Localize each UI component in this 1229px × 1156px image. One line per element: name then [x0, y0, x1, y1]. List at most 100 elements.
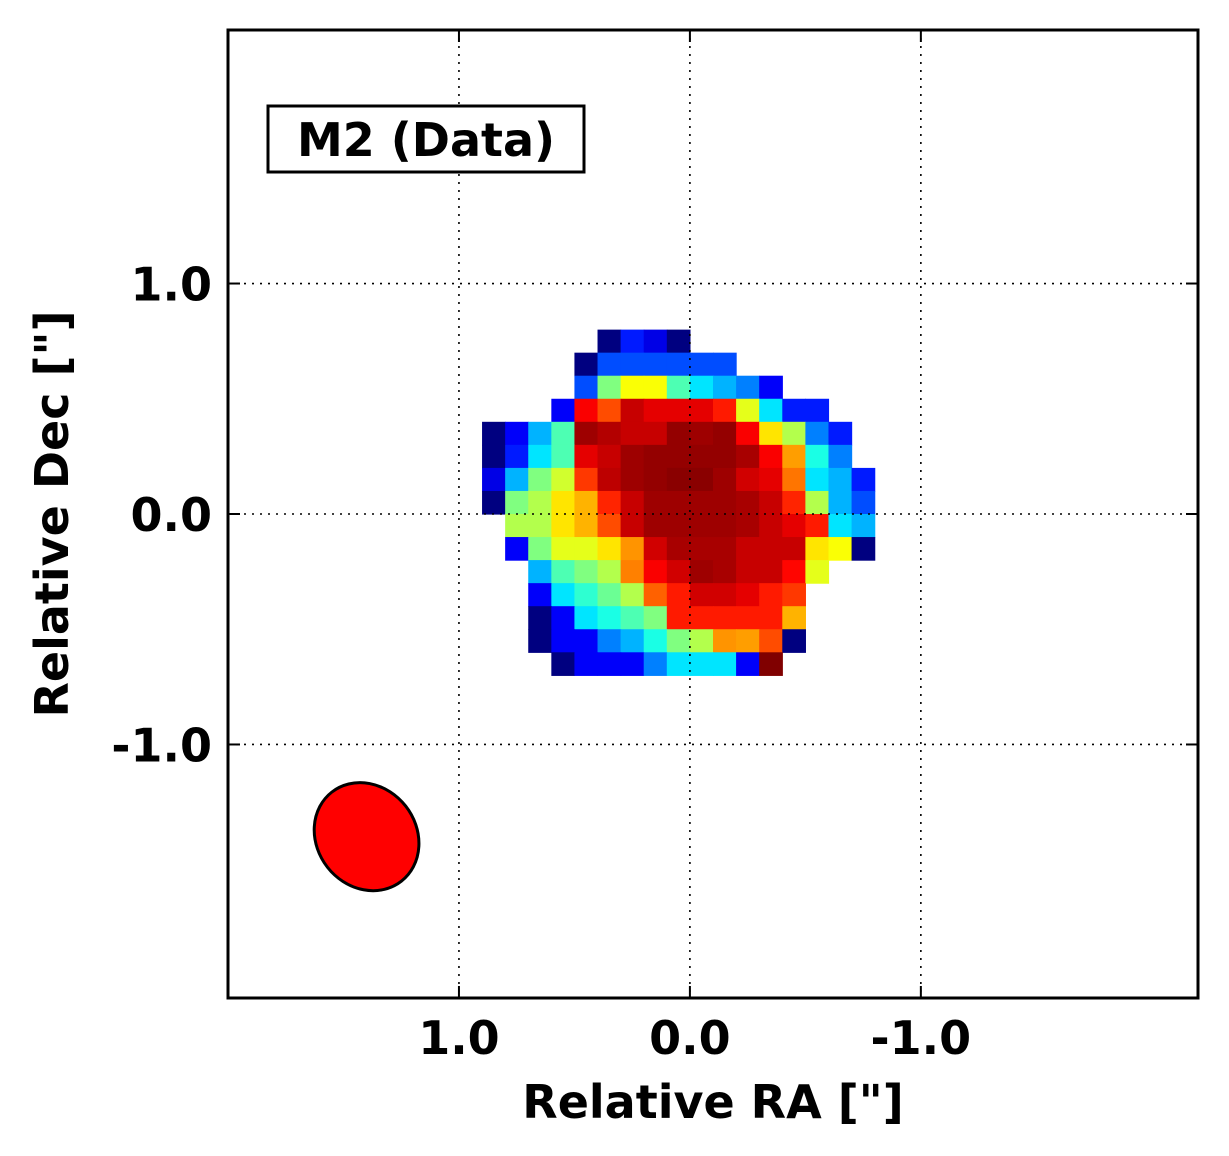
heatmap-cell	[759, 490, 783, 515]
heatmap-cell	[597, 583, 622, 607]
heatmap-cell	[505, 444, 529, 469]
plot-frame	[226, 28, 1200, 1000]
heatmap-cell	[643, 560, 668, 584]
heatmap-cell	[782, 537, 806, 561]
heatmap-cell	[574, 352, 599, 377]
heatmap-cell	[597, 537, 622, 561]
heatmap-cell	[805, 514, 830, 538]
heatmap-cell	[689, 514, 714, 538]
heatmap-cell	[666, 514, 691, 538]
heatmap-cell	[689, 537, 714, 561]
heatmap-cell	[482, 490, 506, 515]
heatmap-cell	[759, 629, 783, 653]
heatmap-cell	[643, 352, 668, 377]
heatmap-cell	[736, 444, 760, 469]
heatmap-cell	[782, 490, 806, 515]
x-tick-label: -1.0	[871, 1011, 972, 1065]
heatmap-cell	[551, 398, 576, 423]
heatmap-cell	[597, 629, 622, 653]
heatmap-cell	[528, 537, 552, 561]
ticks	[228, 30, 1198, 998]
beam-ellipse	[312, 781, 421, 893]
heatmap-cell	[713, 629, 737, 653]
heatmap-cell	[551, 537, 576, 561]
heatmap-cell	[505, 514, 529, 538]
heatmap-cell	[666, 537, 691, 561]
heatmap-cell	[713, 444, 737, 469]
heatmap-cell	[643, 375, 668, 400]
heatmap-cell	[713, 398, 737, 423]
heatmap-cell	[689, 467, 714, 492]
heatmap-cell	[574, 467, 599, 492]
heatmap-cell	[805, 537, 830, 561]
heatmap-cell	[643, 583, 668, 607]
heatmap-cell	[597, 514, 622, 538]
heatmap-cell	[528, 606, 552, 630]
y-axis-label: Relative Dec ["]	[25, 310, 79, 717]
heatmap-cell	[666, 329, 691, 354]
heatmap-cell	[574, 652, 599, 676]
heatmap-cell	[666, 583, 691, 607]
heatmap-cell	[736, 421, 760, 446]
heatmap-cell	[551, 629, 576, 653]
heatmap-cell	[574, 606, 599, 630]
heatmap-cell	[689, 583, 714, 607]
heatmap-cell	[574, 583, 599, 607]
x-tick-label: 0.0	[649, 1011, 731, 1065]
heatmap-cell	[551, 583, 576, 607]
heatmap-cell	[828, 490, 853, 515]
heatmap-cell	[736, 537, 760, 561]
heatmap-cell	[713, 490, 737, 515]
heatmap-cell	[713, 583, 737, 607]
heatmap-cell	[597, 490, 622, 515]
heatmap-cell	[782, 444, 806, 469]
heatmap-cell	[782, 514, 806, 538]
heatmap-cell	[759, 467, 783, 492]
heatmap-cell	[828, 467, 853, 492]
heatmap-cell	[666, 606, 691, 630]
y-tick-labels: 1.0 0.0 -1.0	[111, 258, 212, 773]
heatmap-cell	[482, 421, 506, 446]
heatmap-cell	[551, 514, 576, 538]
heatmap-cell	[666, 375, 691, 400]
heatmap-cell	[551, 652, 576, 676]
heatmap-cell	[828, 514, 853, 538]
heatmap-cell	[782, 583, 806, 607]
heatmap-cell	[597, 398, 622, 423]
heatmap-cell	[551, 560, 576, 584]
heatmap-cell	[574, 421, 599, 446]
heatmap-cell	[713, 375, 737, 400]
heatmap-cell	[759, 514, 783, 538]
heatmap-cell	[689, 398, 714, 423]
heatmap-cell	[666, 560, 691, 584]
heatmap-cell	[713, 514, 737, 538]
heatmap-cell	[736, 398, 760, 423]
heatmap-cell	[574, 375, 599, 400]
heatmap-cell	[597, 606, 622, 630]
heatmap-cell	[689, 652, 714, 676]
heatmap-cell	[689, 375, 714, 400]
heatmap-cell	[574, 398, 599, 423]
heatmap-cell	[805, 398, 830, 423]
heatmap-cell	[620, 514, 645, 538]
heatmap-cell	[643, 467, 668, 492]
heatmap-cell	[597, 560, 622, 584]
heatmap-cell	[597, 329, 622, 354]
heatmap-cell	[643, 514, 668, 538]
heatmap-cell	[528, 467, 552, 492]
heatmap-cell	[620, 467, 645, 492]
heatmap-cell	[713, 421, 737, 446]
heatmap-cell	[643, 652, 668, 676]
heatmap-cell	[759, 398, 783, 423]
heatmap-cell	[805, 421, 830, 446]
x-axis-label: Relative RA ["]	[522, 1075, 903, 1129]
heatmap-cell	[505, 421, 529, 446]
heatmap-cell	[736, 375, 760, 400]
heatmap-cell	[643, 606, 668, 630]
heatmap-cell	[528, 444, 552, 469]
heatmap-cell	[759, 583, 783, 607]
heatmap-cell	[505, 467, 529, 492]
heatmap-cell	[551, 444, 576, 469]
heatmap-cell	[759, 537, 783, 561]
